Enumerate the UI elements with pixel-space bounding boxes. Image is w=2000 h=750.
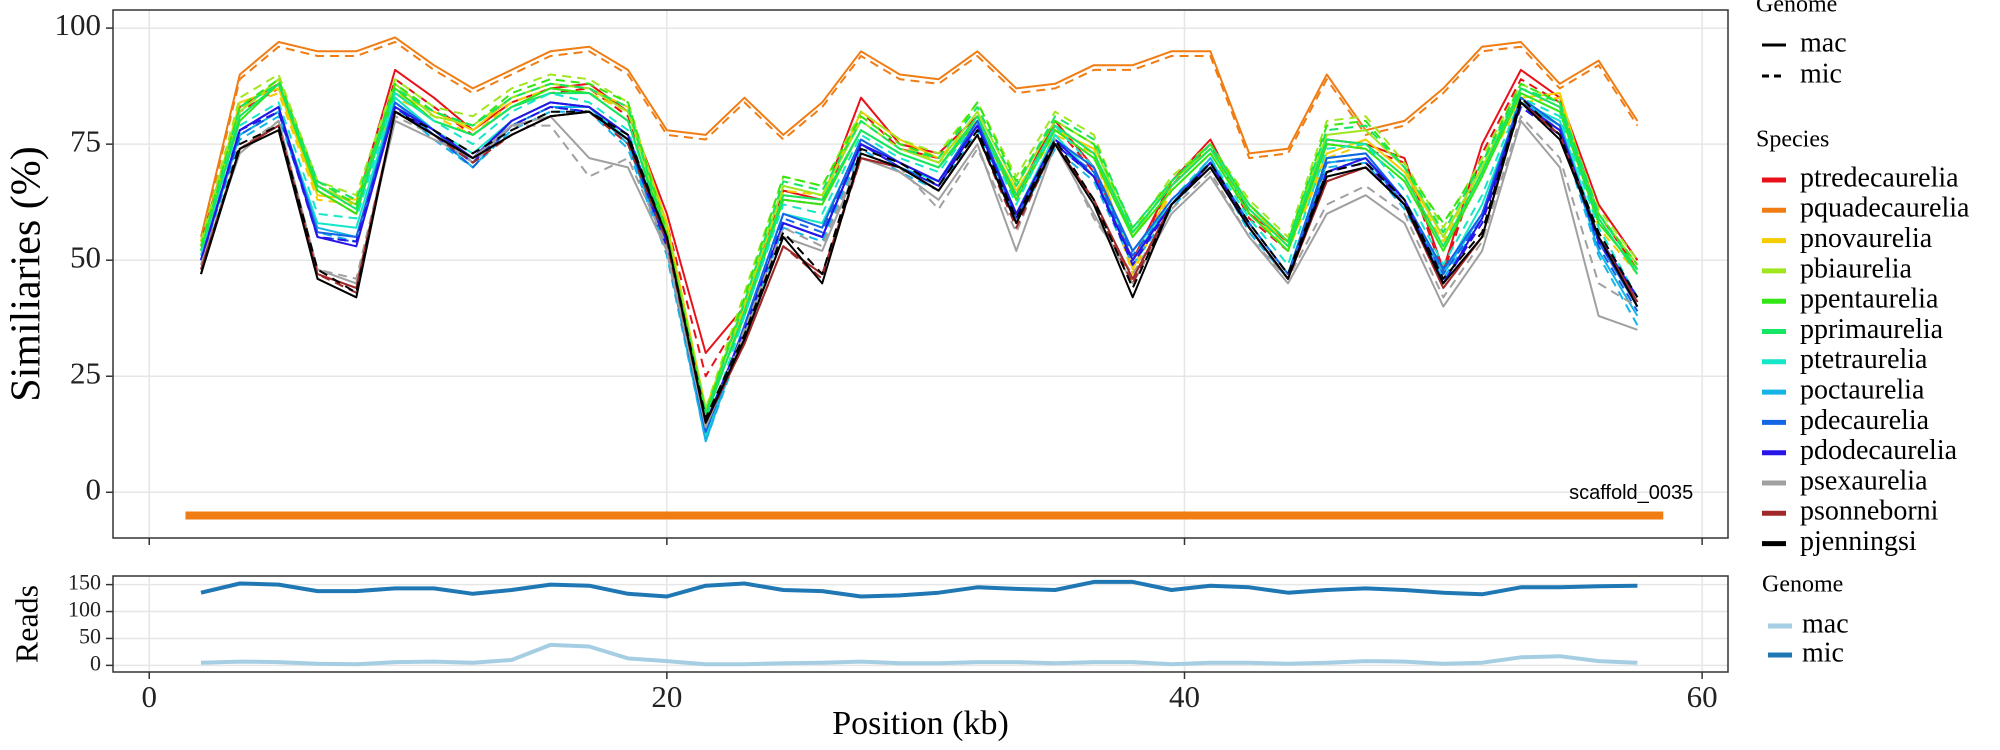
data-line [200, 73, 1639, 410]
data-line [200, 41, 1639, 242]
legend-title: Genome [1756, 0, 1837, 18]
y-tick-label: 75 [70, 123, 101, 158]
legend-label: pdodecaurelia [1800, 435, 1958, 466]
x-tick-label: 0 [141, 679, 157, 714]
scaffold-label: scaffold_0035 [1569, 482, 1693, 504]
legend-label: pprimaurelia [1800, 314, 1944, 345]
legend-label: mic [1800, 58, 1842, 89]
data-line [200, 82, 1639, 419]
legend-label: pquadecaurelia [1800, 193, 1970, 224]
y-axis-title: Reads [8, 585, 44, 663]
y-tick-label: 25 [70, 355, 101, 390]
data-line [200, 642, 1638, 667]
legend-label: ptetraurelia [1800, 344, 1928, 375]
data-line [200, 579, 1638, 599]
legend-label: ptredecaurelia [1800, 162, 1959, 193]
data-line [200, 101, 1639, 424]
y-tick-label: 100 [68, 597, 101, 622]
legend-label: pjenningsi [1800, 526, 1917, 557]
legend-title: Species [1756, 127, 1829, 153]
legend-label: ppentaurelia [1800, 284, 1939, 315]
legend-label: psonneborni [1800, 496, 1939, 527]
data-line [200, 96, 1639, 419]
data-line [200, 115, 1638, 429]
y-tick-label: 50 [79, 624, 101, 649]
y-tick-label: 150 [68, 570, 101, 595]
x-tick-label: 40 [1169, 679, 1200, 714]
plot-border [112, 575, 1729, 673]
data-line [200, 36, 1639, 238]
x-tick-label: 60 [1687, 679, 1718, 714]
y-tick-label: 0 [90, 650, 101, 675]
data-line [200, 78, 1639, 378]
legend-label: mac [1802, 608, 1849, 639]
x-axis-title: Position (kb) [832, 705, 1009, 742]
legend-label: mic [1802, 637, 1844, 668]
legend-label: pnovaurelia [1800, 223, 1933, 254]
y-tick-label: 0 [86, 471, 102, 506]
legend-label: psexaurelia [1800, 465, 1928, 496]
data-line [200, 92, 1639, 433]
legend-label: poctaurelia [1800, 375, 1925, 406]
y-tick-label: 100 [55, 7, 102, 42]
data-line [200, 106, 1639, 443]
data-line [200, 82, 1639, 415]
y-tick-label: 50 [70, 239, 101, 274]
legend-label: pbiaurelia [1800, 253, 1913, 284]
legend-label: mac [1800, 27, 1847, 58]
y-axis-title: Similiaries (%) [4, 146, 50, 401]
plot-border [112, 9, 1729, 539]
plot-background [113, 10, 1728, 538]
x-tick-label: 20 [651, 679, 682, 714]
legend-label: pdecaurelia [1800, 405, 1930, 436]
legend-title: Genome [1762, 572, 1843, 598]
data-line [200, 115, 1638, 429]
